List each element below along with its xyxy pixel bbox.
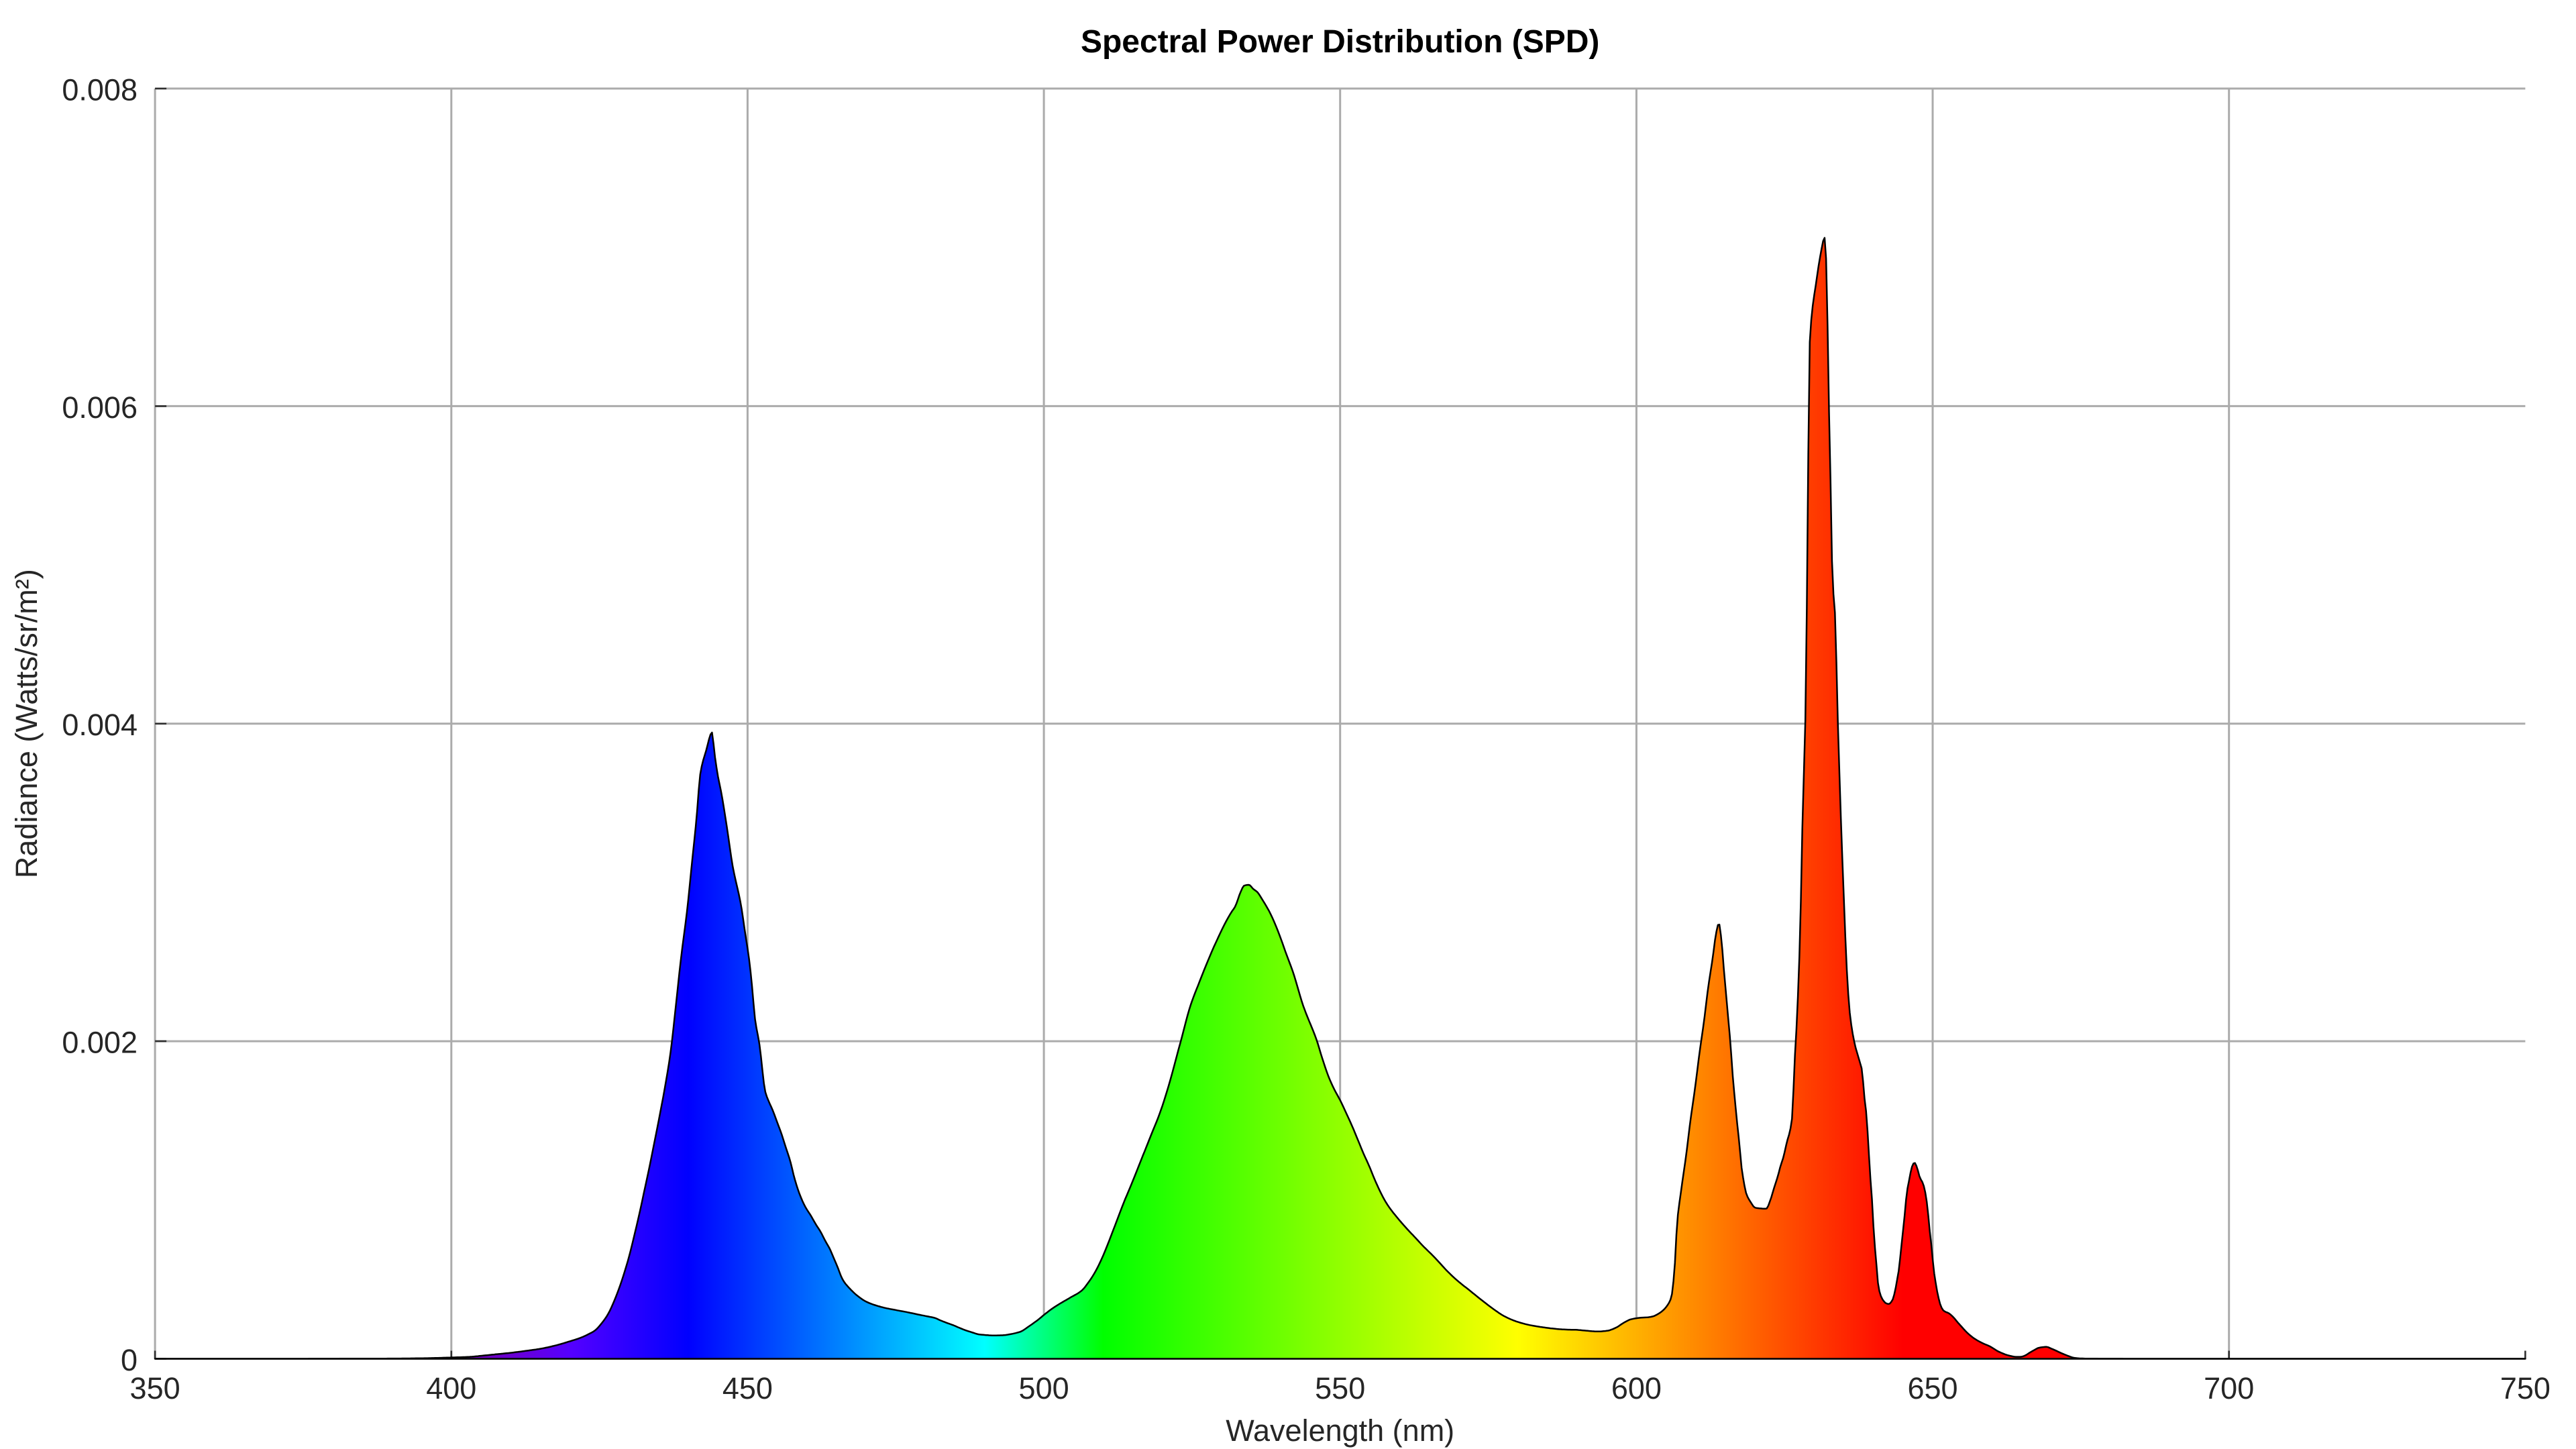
svg-text:0.006: 0.006	[62, 390, 138, 425]
svg-text:0.002: 0.002	[62, 1026, 138, 1060]
svg-text:400: 400	[426, 1371, 476, 1405]
svg-text:750: 750	[2500, 1371, 2551, 1405]
svg-text:450: 450	[722, 1371, 773, 1405]
svg-text:650: 650	[1907, 1371, 1957, 1405]
svg-text:Wavelength (nm): Wavelength (nm)	[1226, 1413, 1454, 1448]
svg-text:550: 550	[1315, 1371, 1365, 1405]
svg-text:Spectral Power Distribution (S: Spectral Power Distribution (SPD)	[1081, 24, 1599, 60]
svg-text:0.008: 0.008	[62, 73, 138, 107]
svg-text:0.004: 0.004	[62, 708, 138, 742]
svg-text:350: 350	[130, 1371, 180, 1405]
svg-text:Radiance (Watts/sr/m²): Radiance (Watts/sr/m²)	[9, 569, 44, 878]
svg-text:700: 700	[2204, 1371, 2254, 1405]
svg-text:600: 600	[1611, 1371, 1662, 1405]
svg-text:0: 0	[121, 1343, 138, 1377]
svg-text:500: 500	[1019, 1371, 1069, 1405]
